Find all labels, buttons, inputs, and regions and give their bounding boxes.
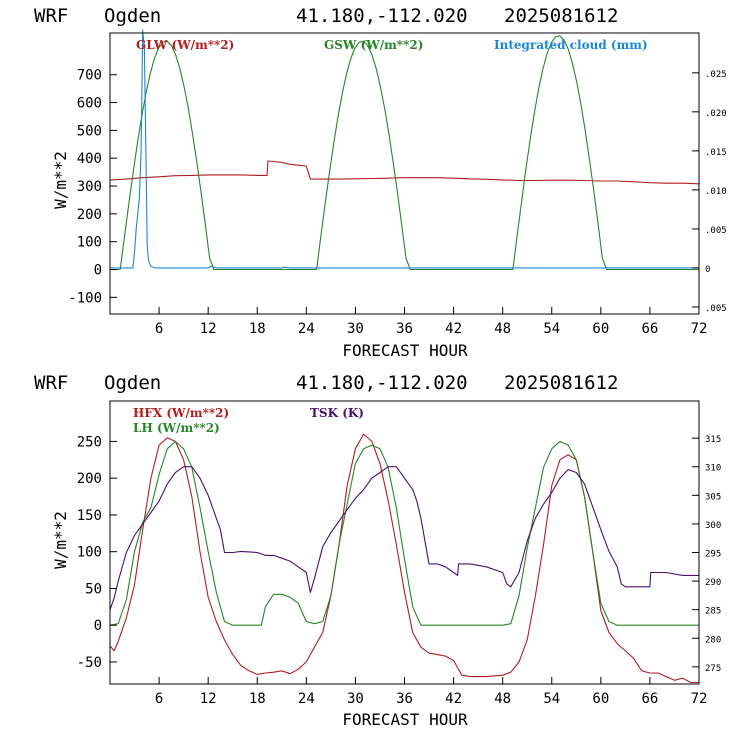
x-tick-label: 48: [494, 321, 511, 337]
y-tick-label: 100: [77, 235, 102, 251]
y-tick-label: 500: [77, 123, 102, 139]
x-tick-label: 60: [592, 321, 609, 337]
model-label: WRF: [34, 5, 68, 27]
y-tick-label: 150: [77, 508, 102, 524]
panel-1-plot-area: [109, 29, 700, 271]
x-tick-label: 36: [396, 321, 413, 337]
x-tick-label: 48: [494, 691, 511, 707]
coords-label-2: 41.180,-112.020: [296, 372, 468, 394]
panel-2-header: WRF Ogden 41.180,-112.020 2025081612: [34, 372, 618, 394]
y-tick-label: 400: [77, 151, 102, 167]
panel-1-y-axis: -100 0 100 200 300 400 500 600 700: [68, 68, 117, 306]
x-tick-label: 24: [298, 321, 315, 337]
y2-tick-label: 0: [705, 265, 710, 275]
y2-tick-label: .020: [705, 109, 727, 119]
panel-2-x-axis: 6 12 18 24 30 36 42 48 54 60 66 72: [155, 677, 708, 707]
site-label: Ogden: [104, 5, 161, 27]
run-label: 2025081612: [504, 5, 618, 27]
x-tick-label: 30: [347, 691, 364, 707]
y2-tick-label: 310: [705, 464, 721, 474]
x-tick-label: 6: [155, 691, 163, 707]
y-tick-label: 200: [77, 471, 102, 487]
y-tick-label: 300: [77, 179, 102, 195]
legend-lh: LH (W/m**2): [133, 421, 220, 435]
x-tick-label: 54: [543, 691, 560, 707]
y2-tick-label: 305: [705, 492, 721, 502]
y2-tick-label: 280: [705, 635, 721, 645]
chart-panel-2: WRF Ogden 41.180,-112.020 2025081612 -50…: [34, 372, 721, 729]
panel-2-legend: HFX (W/m**2) LH (W/m**2) TSK (K): [133, 406, 364, 435]
legend-glw: GLW (W/m**2): [136, 38, 234, 52]
x-tick-label: 12: [200, 321, 217, 337]
series-line-lh: [109, 440, 699, 626]
series-line-hfx: [109, 433, 699, 684]
x-tick-label: 30: [347, 321, 364, 337]
x-tick-label: 12: [200, 691, 217, 707]
legend-hfx: HFX (W/m**2): [133, 406, 229, 420]
y-tick-label: -50: [77, 655, 102, 671]
series-line-gsw: [110, 35, 699, 271]
y2-tick-label: .005: [705, 226, 727, 236]
x-tick-label: 42: [445, 321, 462, 337]
x-tick-label: 66: [641, 321, 658, 337]
y-tick-label: 50: [85, 581, 102, 597]
panel-1-x-axis-label: FORECAST HOUR: [342, 341, 468, 360]
y2-tick-label: 295: [705, 550, 721, 560]
x-tick-label: 54: [543, 321, 560, 337]
x-tick-label: 6: [155, 321, 163, 337]
y-tick-label: 100: [77, 545, 102, 561]
run-label-2: 2025081612: [504, 372, 618, 394]
chart-panel-1: WRF Ogden 41.180,-112.020 2025081612 -10…: [34, 5, 727, 360]
x-tick-label: 36: [396, 691, 413, 707]
x-tick-label: 72: [691, 321, 708, 337]
y-tick-label: 250: [77, 434, 102, 450]
legend-tsk: TSK (K): [310, 406, 364, 420]
y-tick-label: -100: [68, 290, 102, 306]
panel-1-y2-axis: .005 0 .005 .010 .015 .020 .025: [692, 70, 727, 314]
x-tick-label: 24: [298, 691, 315, 707]
y2-tick-label: .010: [705, 187, 727, 197]
x-tick-label: 72: [691, 691, 708, 707]
x-tick-label: 60: [592, 691, 609, 707]
panel-1-y-axis-label: W/m**2: [51, 151, 70, 209]
y-tick-label: 0: [94, 618, 102, 634]
y2-tick-label: .015: [705, 148, 727, 158]
x-tick-label: 66: [641, 691, 658, 707]
coords-label: 41.180,-112.020: [296, 5, 468, 27]
x-tick-label: 42: [445, 691, 462, 707]
panel-2-plot-area: [109, 433, 699, 684]
panel-1-header: WRF Ogden 41.180,-112.020 2025081612: [34, 5, 618, 27]
y-tick-label: 700: [77, 68, 102, 84]
y2-tick-label: 285: [705, 607, 721, 617]
series-line-integrated: [110, 29, 699, 269]
y2-tick-label: .005: [705, 304, 727, 314]
y-tick-label: 200: [77, 207, 102, 223]
panel-2-y-axis: -50 0 50 100 150 200 250: [77, 434, 117, 671]
y2-tick-label: 275: [705, 664, 721, 674]
panel-1-legend: GLW (W/m**2) GSW (W/m**2) Integrated clo…: [136, 38, 648, 52]
y2-tick-label: 290: [705, 578, 721, 588]
legend-integrated-cloud: Integrated cloud (mm): [494, 38, 648, 52]
panel-2-x-axis-label: FORECAST HOUR: [342, 710, 468, 729]
series-line-tsk: [109, 466, 699, 610]
panel-2-y-axis-label: W/m**2: [51, 511, 70, 569]
y-tick-label: 0: [94, 262, 102, 278]
y2-tick-label: .025: [705, 70, 727, 80]
x-tick-label: 18: [249, 691, 266, 707]
y2-tick-label: 315: [705, 435, 721, 445]
panel-1-x-axis: 6 12 18 24 30 36 42 48 54 60 66 72: [155, 307, 708, 337]
series-line-glw: [109, 160, 700, 185]
y2-tick-label: 300: [705, 521, 721, 531]
x-tick-label: 18: [249, 321, 266, 337]
site-label-2: Ogden: [104, 372, 161, 394]
panel-2-y2-axis: 275 280 285 290 295 300 305 310 315: [692, 435, 721, 674]
model-label-2: WRF: [34, 372, 68, 394]
y-tick-label: 600: [77, 96, 102, 112]
legend-gsw: GSW (W/m**2): [324, 38, 423, 52]
